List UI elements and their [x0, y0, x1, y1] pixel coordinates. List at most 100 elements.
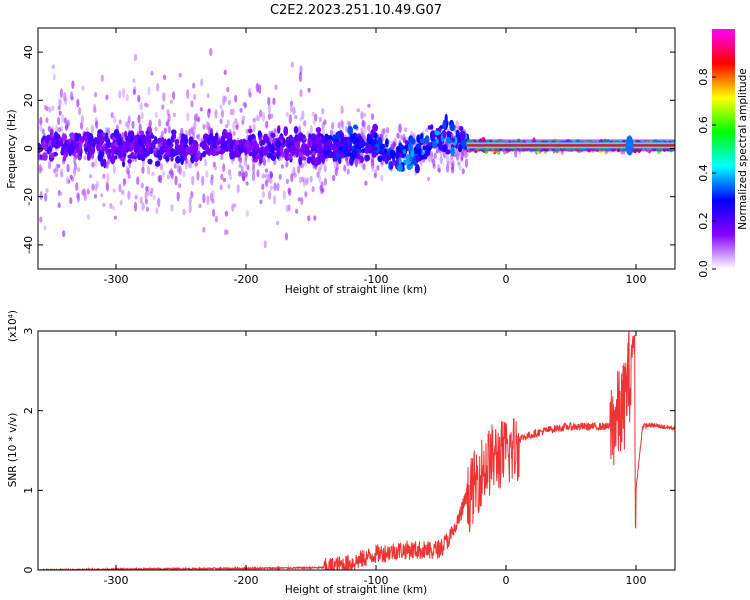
heatmap-cell — [339, 146, 343, 152]
heatmap-cell — [340, 105, 344, 115]
heatmap-cell — [118, 119, 122, 125]
heatmap-cell — [235, 140, 239, 146]
x-tick-label: -300 — [104, 574, 129, 587]
heatmap-cell — [321, 128, 325, 136]
heatmap-cell — [294, 114, 298, 120]
heatmap-cell — [64, 125, 68, 131]
heatmap-cell — [259, 109, 263, 118]
heatmap-cell — [301, 161, 305, 169]
heatmap-cell — [100, 157, 104, 167]
heatmap-cell — [41, 128, 45, 135]
snr-plot-area — [38, 331, 675, 570]
figure-title: C2E2.2023.251.10.49.G07 — [270, 3, 442, 18]
heatmap-cell — [304, 192, 308, 197]
heatmap-cell — [223, 228, 228, 236]
heatmap-cell — [219, 118, 223, 125]
heatmap-cell — [314, 139, 321, 145]
y-tick-label: 40 — [22, 45, 35, 59]
heatmap-cell — [332, 138, 339, 143]
heatmap-cell — [415, 155, 421, 162]
heatmap-cell — [300, 197, 304, 205]
heatmap-cell — [327, 151, 334, 159]
heatmap-cell — [190, 155, 195, 164]
heatmap-cell — [125, 166, 129, 175]
heatmap-cell — [102, 202, 106, 207]
heatmap-cell — [165, 121, 169, 127]
heatmap-cell — [297, 152, 303, 158]
heatmap-cell — [363, 124, 367, 135]
heatmap-cell — [378, 143, 385, 152]
heatmap-cell — [434, 130, 441, 136]
heatmap-cell — [154, 126, 158, 132]
heatmap-cell — [202, 226, 206, 233]
heatmap-cell — [458, 164, 462, 171]
colorbar-tick-label: 0.8 — [697, 68, 710, 86]
heatmap-cell — [54, 144, 60, 149]
heatmap-cell — [105, 141, 112, 149]
heatmap-cell — [163, 138, 167, 148]
heatmap-cell — [320, 187, 324, 195]
heatmap-cell — [231, 203, 235, 212]
heatmap-cell — [396, 146, 402, 153]
heatmap-cell — [129, 130, 134, 136]
heatmap-cell — [137, 114, 141, 124]
heatmap-cell — [183, 136, 189, 145]
heatmap-cell — [125, 139, 131, 146]
heatmap-cell — [91, 161, 95, 168]
heatmap-cell — [376, 164, 380, 171]
heatmap-cell — [70, 132, 75, 140]
heatmap-cell — [131, 120, 135, 129]
heatmap-cell — [193, 120, 197, 130]
heatmap-cell — [39, 123, 43, 132]
heatmap-cell — [295, 151, 299, 158]
heatmap-cell — [71, 80, 75, 89]
heatmap-cell — [430, 124, 434, 130]
heatmap-cell — [339, 141, 344, 147]
heatmap-cell — [103, 158, 107, 169]
heatmap-cell — [188, 196, 192, 206]
heatmap-cell — [236, 184, 240, 194]
heatmap-cell — [90, 153, 95, 160]
heatmap-cell — [43, 225, 47, 231]
heatmap-cell — [427, 153, 431, 163]
heatmap-cell — [145, 185, 149, 192]
heatmap-cell — [186, 89, 190, 99]
heatmap-cell — [147, 165, 151, 176]
heatmap-cell — [383, 148, 387, 154]
heatmap-cell — [255, 154, 261, 160]
heatmap-cell — [332, 174, 336, 182]
heatmap-cell — [297, 165, 301, 174]
heatmap-cell — [315, 127, 322, 133]
heatmap-cell — [196, 150, 201, 159]
heatmap-cell — [341, 137, 348, 143]
heatmap-cell — [366, 134, 373, 145]
x-tick-label: 100 — [626, 273, 647, 286]
heatmap-cell — [301, 176, 305, 183]
y-tick-label: 1 — [22, 487, 35, 494]
heatmap-cell — [289, 106, 293, 113]
heatmap-cell — [265, 178, 269, 188]
heatmap-cell — [227, 168, 232, 176]
heatmap-cell — [193, 93, 197, 101]
heatmap-cell — [243, 148, 247, 153]
heatmap-cell — [209, 48, 213, 57]
x-tick-label: 100 — [626, 574, 647, 587]
heatmap-cell — [269, 170, 273, 179]
heatmap-cell — [192, 146, 198, 154]
heatmap-cell — [285, 205, 289, 212]
y-tick-label: 0 — [22, 145, 35, 152]
heatmap-cell — [257, 130, 262, 138]
heatmap-cell — [60, 172, 64, 178]
heatmap-cell — [224, 146, 229, 151]
heatmap-cell — [78, 141, 83, 150]
heatmap-cell — [147, 86, 151, 96]
heatmap-cell — [180, 155, 185, 166]
heatmap-cell — [169, 167, 173, 178]
heatmap-cell — [47, 125, 52, 132]
heatmap-cell — [113, 215, 117, 220]
heatmap-cell — [180, 141, 184, 150]
heatmap-cell — [287, 153, 293, 160]
heatmap-y-axis-label: Frequency (Hz) — [6, 109, 18, 188]
heatmap-cell — [266, 152, 273, 159]
heatmap-cell — [69, 197, 73, 205]
